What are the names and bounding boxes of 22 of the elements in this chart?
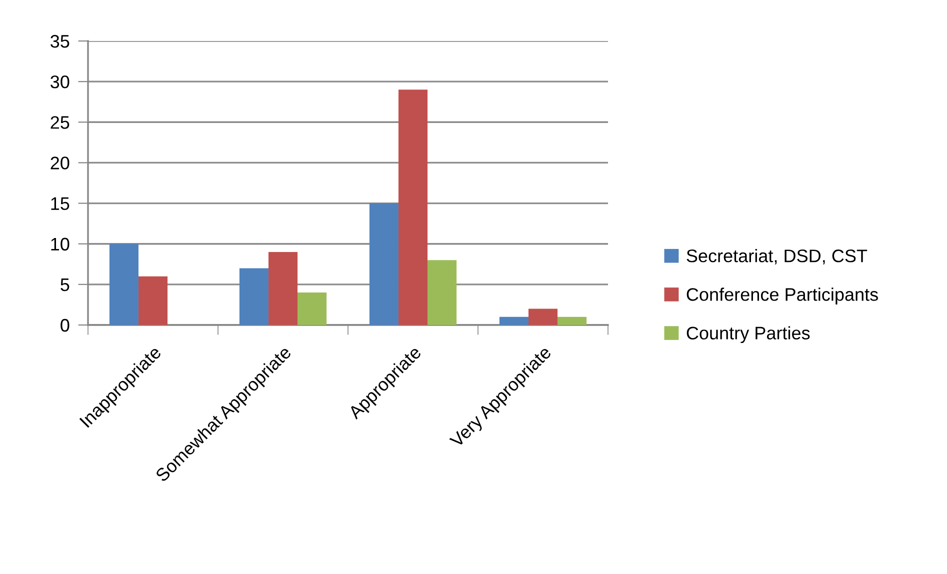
bar <box>428 260 457 325</box>
y-tick-label: 20 <box>50 156 70 170</box>
legend-label: Conference Participants <box>686 288 878 304</box>
bar <box>109 244 138 325</box>
legend-label: Secretariat, DSD, CST <box>686 249 868 264</box>
y-tick-label: 15 <box>51 197 70 210</box>
bar <box>499 316 528 325</box>
bar <box>268 252 298 325</box>
bar <box>369 203 398 325</box>
bar <box>239 268 268 325</box>
y-tick-label: 25 <box>50 116 70 129</box>
bar <box>558 316 587 325</box>
bar <box>528 308 558 325</box>
bar <box>298 292 327 325</box>
legend-label: Country Parties <box>686 326 810 344</box>
y-tick-label: 5 <box>60 278 70 292</box>
y-tick-label: 35 <box>50 34 70 48</box>
bar <box>398 90 428 325</box>
y-tick-label: 30 <box>50 76 70 88</box>
bar <box>138 276 168 325</box>
y-tick-label: 0 <box>60 318 70 332</box>
y-tick-label: 10 <box>51 238 70 251</box>
